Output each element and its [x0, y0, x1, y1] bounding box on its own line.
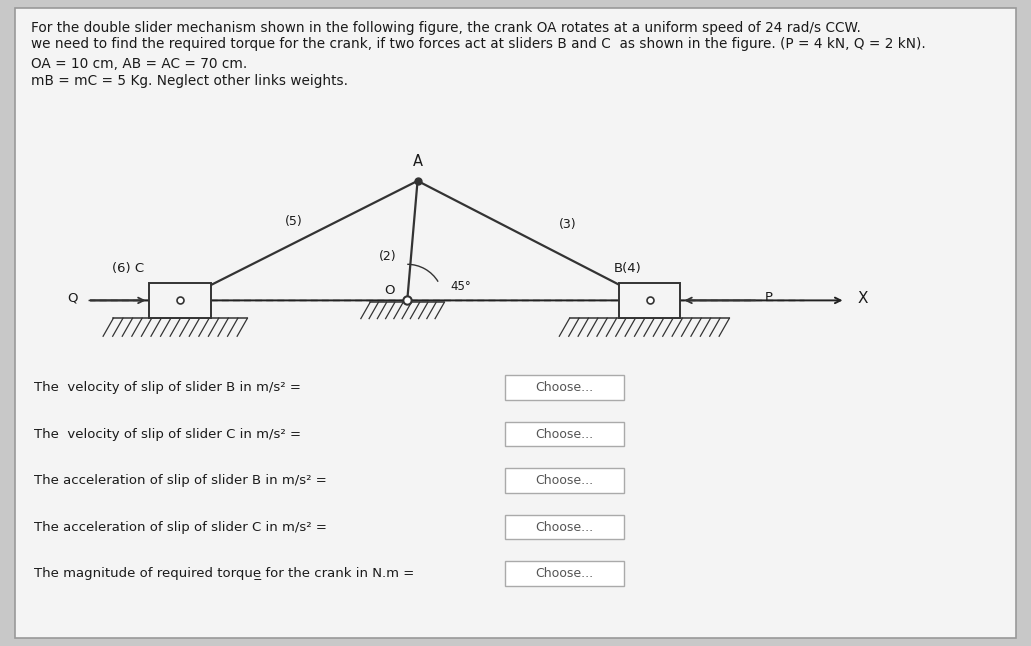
Text: X: X [858, 291, 868, 306]
Text: B(4): B(4) [613, 262, 641, 275]
Bar [505, 375, 624, 400]
Text: we need to find the required torque for the crank, if two forces act at sliders : we need to find the required torque for … [31, 37, 926, 52]
Text: OA = 10 cm, AB = AC = 70 cm.: OA = 10 cm, AB = AC = 70 cm. [31, 57, 247, 71]
Text: 45°: 45° [451, 280, 471, 293]
Bar [505, 515, 624, 539]
Bar [149, 282, 211, 318]
Text: Choose...: Choose... [535, 428, 594, 441]
Text: (3): (3) [560, 218, 577, 231]
Text: The acceleration of slip of slider B in m/s² =: The acceleration of slip of slider B in … [34, 474, 327, 487]
Bar [505, 422, 624, 446]
Text: Choose...: Choose... [535, 567, 594, 580]
FancyBboxPatch shape [15, 8, 1016, 638]
Text: The  velocity of slip of slider B in m/s² =: The velocity of slip of slider B in m/s²… [34, 381, 301, 394]
Text: O: O [385, 284, 395, 297]
Text: For the double slider mechanism shown in the following figure, the crank OA rota: For the double slider mechanism shown in… [31, 21, 861, 35]
Bar [505, 468, 624, 493]
Text: Choose...: Choose... [535, 521, 594, 534]
Text: The magnitude of required torque̲ for the crank in N.m =: The magnitude of required torque̲ for th… [34, 567, 414, 580]
Text: Choose...: Choose... [535, 381, 594, 394]
Bar [505, 561, 624, 586]
Text: (6) C: (6) C [112, 262, 144, 275]
Text: mB = mC = 5 Kg. Neglect other links weights.: mB = mC = 5 Kg. Neglect other links weig… [31, 74, 347, 88]
Text: (2): (2) [379, 250, 397, 263]
Text: Choose...: Choose... [535, 474, 594, 487]
Text: The acceleration of slip of slider C in m/s² =: The acceleration of slip of slider C in … [34, 521, 327, 534]
Text: (5): (5) [285, 214, 303, 228]
Text: P: P [765, 291, 773, 304]
Bar [619, 282, 680, 318]
Text: Q: Q [67, 291, 77, 304]
Text: A: A [412, 154, 423, 169]
Text: The  velocity of slip of slider C in m/s² =: The velocity of slip of slider C in m/s²… [34, 428, 301, 441]
